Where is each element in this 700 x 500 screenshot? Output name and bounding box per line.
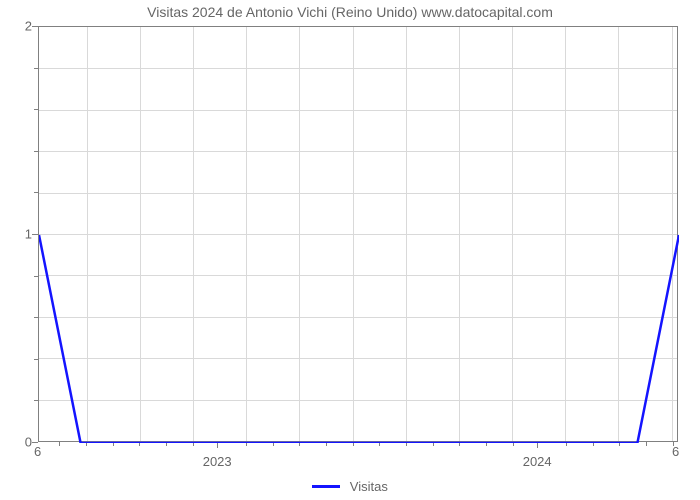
y-tick-mark [32,442,38,443]
x-edge-label-left: 6 [34,444,41,459]
legend-swatch [312,485,340,488]
chart-container: Visitas 2024 de Antonio Vichi (Reino Uni… [0,0,700,500]
y-tick-label: 0 [8,435,32,450]
x-tick-label: 2023 [203,454,232,469]
y-tick-label: 1 [8,227,32,242]
x-tick-label: 2024 [523,454,552,469]
x-edge-label-right: 6 [672,444,679,459]
plot-area [38,26,678,442]
chart-title: Visitas 2024 de Antonio Vichi (Reino Uni… [0,4,700,20]
legend-label: Visitas [350,479,388,494]
series-line [39,27,679,443]
legend: Visitas [0,478,700,494]
y-tick-label: 2 [8,19,32,34]
